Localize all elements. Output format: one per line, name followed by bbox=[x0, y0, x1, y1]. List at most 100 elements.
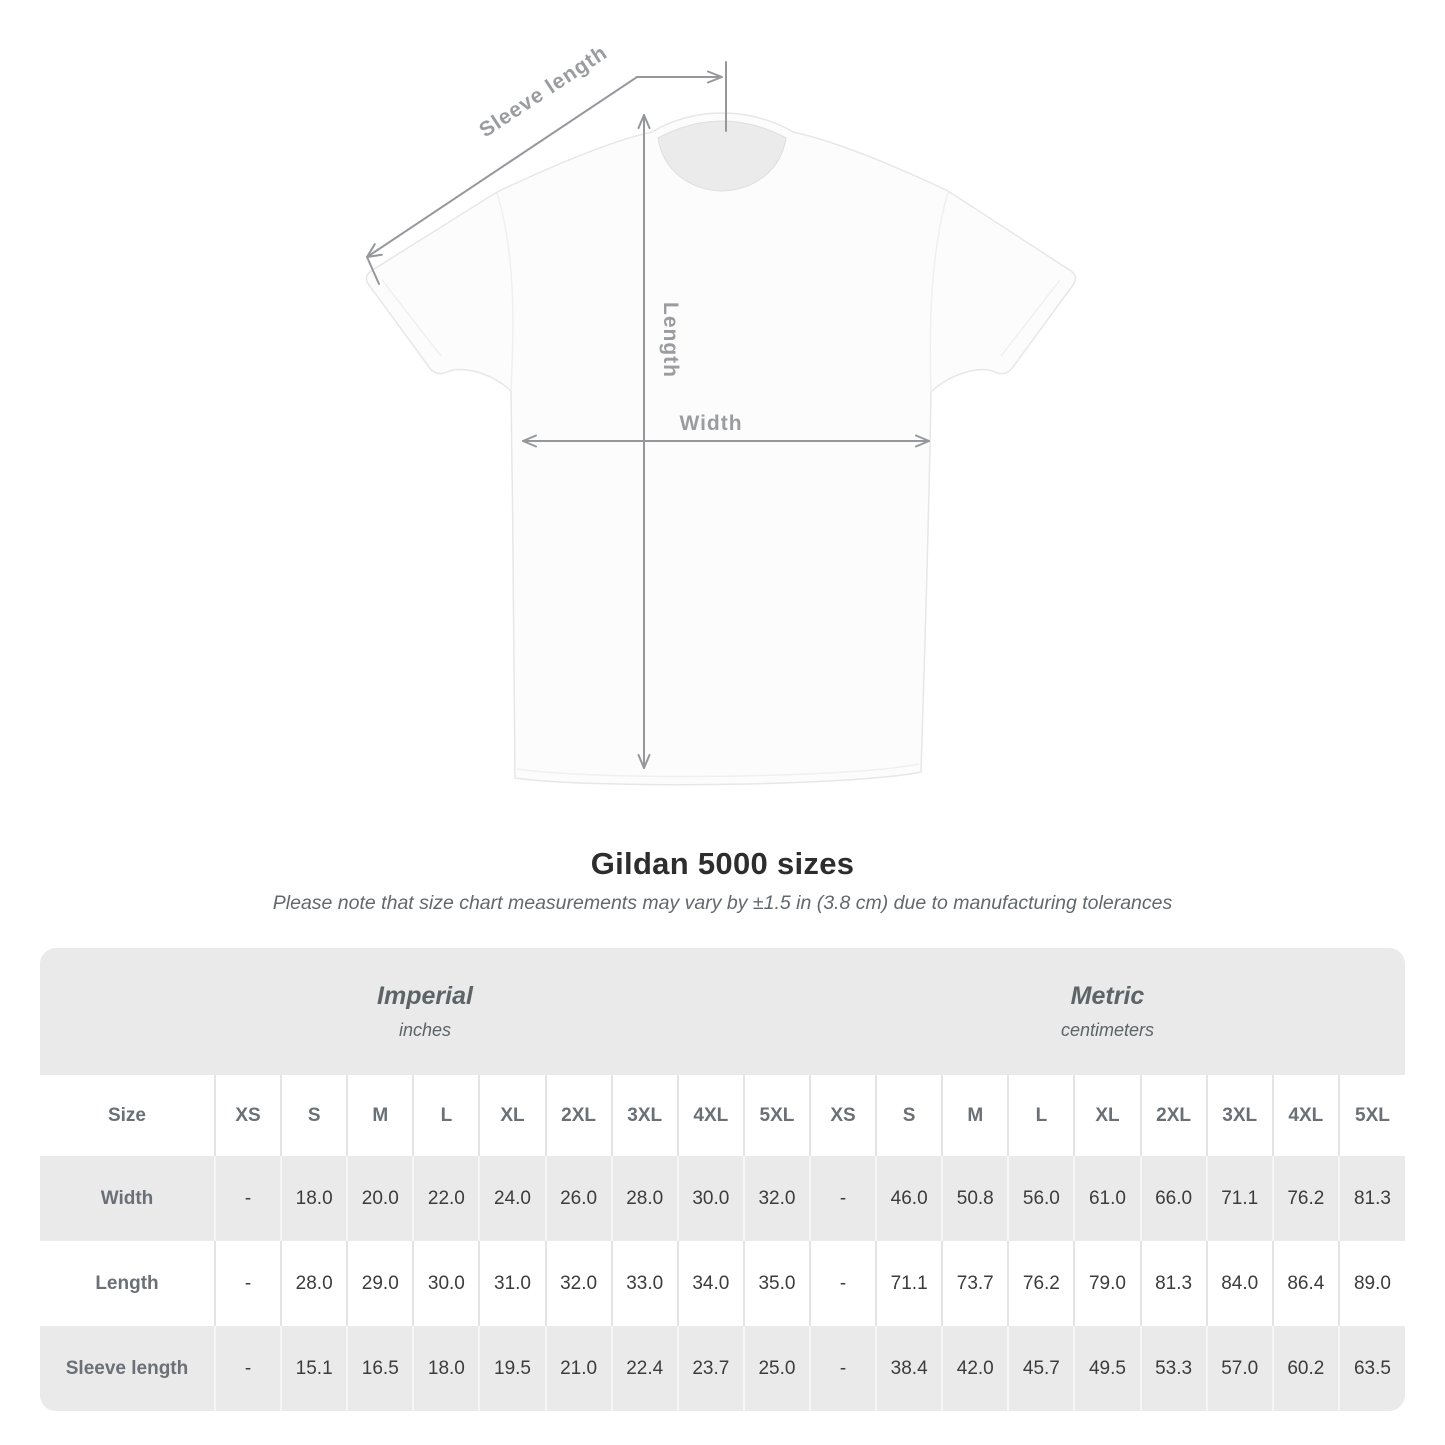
size-header-imperial-3xl: 3XL bbox=[610, 1075, 678, 1156]
row-label: Length bbox=[95, 1272, 159, 1294]
measurement-value: 20.0 bbox=[346, 1156, 414, 1241]
imperial-label: Imperial bbox=[377, 982, 473, 1010]
measurement-value: 42.0 bbox=[941, 1326, 1009, 1411]
size-header-imperial-4xl: 4XL bbox=[676, 1075, 744, 1156]
measurement-value: 76.2 bbox=[1007, 1241, 1075, 1326]
measurement-value: 71.1 bbox=[1205, 1156, 1273, 1241]
measurement-value: 57.0 bbox=[1205, 1326, 1273, 1411]
measurement-value: 89.0 bbox=[1337, 1241, 1405, 1326]
measurement-value: 71.1 bbox=[875, 1241, 943, 1326]
measurement-value: 84.0 bbox=[1205, 1241, 1273, 1326]
size-header-metric-l: L bbox=[1007, 1075, 1075, 1156]
width-label: Width bbox=[679, 412, 742, 435]
measurement-value: 29.0 bbox=[346, 1241, 414, 1326]
measurement-value: 33.0 bbox=[610, 1241, 678, 1326]
size-header-imperial-m: M bbox=[346, 1075, 414, 1156]
measurement-value: 22.0 bbox=[412, 1156, 480, 1241]
size-header-imperial-xs: XS bbox=[213, 1075, 282, 1156]
imperial-unit-label: inches bbox=[398, 1020, 451, 1040]
measurement-value: 24.0 bbox=[478, 1156, 546, 1241]
width-arrow bbox=[522, 434, 930, 448]
measurement-value: 86.4 bbox=[1271, 1241, 1339, 1326]
measurement-row-length: Length -28.0 29.0 30.0 31.0 32.0 33.0 34.0 35.0-… bbox=[40, 1241, 1405, 1326]
size-header-metric-2xl: 2XL bbox=[1139, 1075, 1207, 1156]
measurement-value: 26.0 bbox=[544, 1156, 612, 1241]
size-header-metric-m: M bbox=[941, 1075, 1009, 1156]
size-header-imperial-xl: XL bbox=[478, 1075, 546, 1156]
measurement-value: 28.0 bbox=[610, 1156, 678, 1241]
measurement-value: 32.0 bbox=[742, 1156, 810, 1241]
size-column-header: Size bbox=[107, 1104, 147, 1126]
sleeve-length-arrow bbox=[366, 61, 727, 285]
size-header-metric-xs: XS bbox=[808, 1075, 877, 1156]
measurement-value: - bbox=[808, 1326, 877, 1411]
measurement-row-sleeve-length: Sleeve length -15.1 16.5 18.0 19.5 21.0 22.4 23… bbox=[40, 1326, 1405, 1411]
measurement-row-width: Width -18.0 20.0 22.0 24.0 26.0 28.0 30.0 32.0-4… bbox=[40, 1156, 1405, 1241]
measurement-value: 81.3 bbox=[1337, 1156, 1405, 1241]
size-header-imperial-2xl: 2XL bbox=[544, 1075, 612, 1156]
tshirt-measurement-diagram: Sleeve length Length Width bbox=[365, 41, 1077, 786]
size-chart-table: Imperial inches Metric centimeters Size … bbox=[40, 948, 1405, 1411]
tolerance-note: Please note that size chart measurements… bbox=[272, 892, 1173, 914]
measurement-value: 28.0 bbox=[280, 1241, 348, 1326]
title-block: Gildan 5000 sizes Please note that size … bbox=[0, 846, 1445, 915]
length-label: Length bbox=[659, 302, 682, 378]
size-header-metric-s: S bbox=[875, 1075, 943, 1156]
size-header-metric-4xl: 4XL bbox=[1271, 1075, 1339, 1156]
measurement-value: 30.0 bbox=[676, 1156, 744, 1241]
metric-group-header: Metric centimeters bbox=[809, 948, 1405, 1075]
measurement-value: 46.0 bbox=[875, 1156, 943, 1241]
tshirt-graphic bbox=[365, 112, 1077, 786]
measurement-value: - bbox=[213, 1156, 282, 1241]
measurement-value: 18.0 bbox=[412, 1326, 480, 1411]
measurement-value: - bbox=[808, 1241, 877, 1326]
metric-unit-label: centimeters bbox=[1060, 1020, 1155, 1040]
size-header-row: Size XS S M L XL 2XL 3XL 4XL 5XL XS S M L XL 2XL 3XL 4XL… bbox=[40, 1075, 1405, 1156]
size-header-imperial-s: S bbox=[280, 1075, 348, 1156]
measurement-value: 23.7 bbox=[676, 1326, 744, 1411]
measurement-value: 56.0 bbox=[1007, 1156, 1075, 1241]
measurement-value: 45.7 bbox=[1007, 1326, 1075, 1411]
page-title: Gildan 5000 sizes bbox=[590, 846, 855, 881]
measurement-value: 16.5 bbox=[346, 1326, 414, 1411]
measurement-value: - bbox=[213, 1326, 282, 1411]
measurement-value: 79.0 bbox=[1073, 1241, 1141, 1326]
measurement-value: 50.8 bbox=[941, 1156, 1009, 1241]
measurement-value: 63.5 bbox=[1337, 1326, 1405, 1411]
measurement-value: 53.3 bbox=[1139, 1326, 1207, 1411]
measurement-value: 32.0 bbox=[544, 1241, 612, 1326]
measurement-value: 18.0 bbox=[280, 1156, 348, 1241]
measurement-value: 60.2 bbox=[1271, 1326, 1339, 1411]
measurement-value: 30.0 bbox=[412, 1241, 480, 1326]
measurement-value: 15.1 bbox=[280, 1326, 348, 1411]
measurement-value: 31.0 bbox=[478, 1241, 546, 1326]
tshirt-seams bbox=[381, 191, 1061, 778]
measurement-value: 66.0 bbox=[1139, 1156, 1207, 1241]
measurement-value: 35.0 bbox=[742, 1241, 810, 1326]
measurement-value: - bbox=[808, 1156, 877, 1241]
measurement-value: 76.2 bbox=[1271, 1156, 1339, 1241]
measurement-value: 22.4 bbox=[610, 1326, 678, 1411]
sleeve-length-label: Sleeve length bbox=[475, 41, 611, 142]
measurement-value: 25.0 bbox=[742, 1326, 810, 1411]
measurement-value: 73.7 bbox=[941, 1241, 1009, 1326]
measurement-value: 19.5 bbox=[478, 1326, 546, 1411]
size-header-imperial-5xl: 5XL bbox=[742, 1075, 810, 1156]
size-header-metric-5xl: 5XL bbox=[1337, 1075, 1405, 1156]
measurement-value: 21.0 bbox=[544, 1326, 612, 1411]
tshirt-neck-opening bbox=[657, 120, 787, 192]
row-label: Sleeve length bbox=[65, 1357, 189, 1379]
measurement-value: 49.5 bbox=[1073, 1326, 1141, 1411]
measurement-value: - bbox=[213, 1241, 282, 1326]
measurement-value: 61.0 bbox=[1073, 1156, 1141, 1241]
size-header-metric-3xl: 3XL bbox=[1205, 1075, 1273, 1156]
metric-label: Metric bbox=[1070, 982, 1145, 1010]
row-label: Width bbox=[100, 1187, 154, 1209]
measurement-value: 38.4 bbox=[875, 1326, 943, 1411]
unit-group-row: Imperial inches Metric centimeters bbox=[40, 948, 1405, 1075]
tshirt-body bbox=[365, 112, 1077, 786]
measurement-value: 81.3 bbox=[1139, 1241, 1207, 1326]
size-header-metric-xl: XL bbox=[1073, 1075, 1141, 1156]
imperial-group-header: Imperial inches bbox=[40, 948, 810, 1075]
measurement-value: 34.0 bbox=[676, 1241, 744, 1326]
